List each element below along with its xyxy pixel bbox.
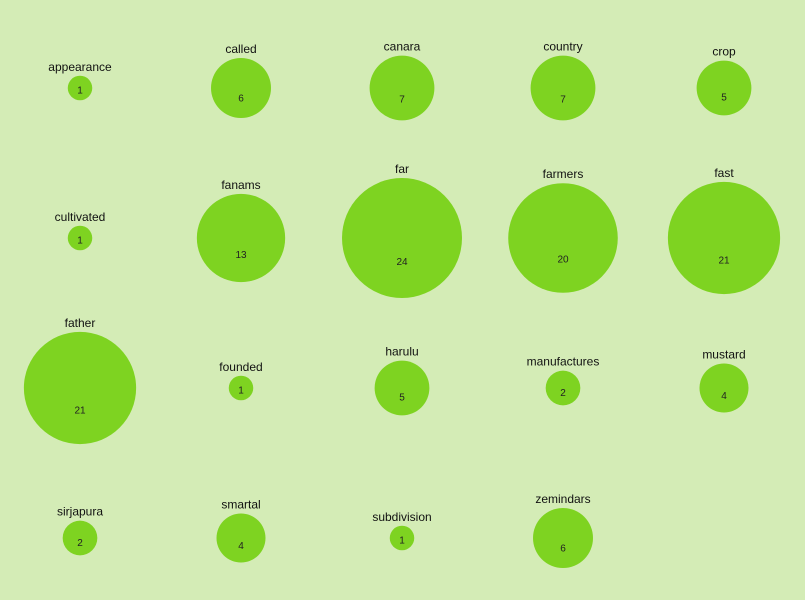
bubble-far: far 24: [342, 162, 462, 298]
bubble-word-label: father: [65, 316, 96, 330]
bubble-circle: [211, 58, 271, 118]
bubble-circle: [530, 55, 596, 121]
bubble-value-label: 21: [718, 255, 730, 266]
bubble-word-label: appearance: [48, 60, 112, 74]
bubble-circle: [228, 375, 254, 401]
bubble-circle: [389, 525, 415, 551]
bubble-value-label: 21: [74, 405, 86, 416]
bubble-smartal: smartal 4: [216, 498, 266, 563]
bubble-value-label: 5: [721, 92, 727, 103]
bubble-value-label: 5: [399, 392, 405, 403]
bubble-value-label: 4: [721, 391, 727, 402]
bubble-word-label: country: [543, 40, 582, 54]
bubble-fanams: fanams 13: [196, 178, 286, 283]
bubble-value-label: 2: [77, 538, 83, 549]
bubble-circle: [23, 331, 137, 445]
bubble-circle: [533, 508, 593, 568]
bubble-circle: [667, 181, 781, 295]
bubble-circle: [216, 513, 266, 563]
bubble-circle: [342, 178, 462, 298]
bubble-value-label: 1: [77, 236, 83, 247]
bubble-value-label: 7: [560, 95, 566, 106]
bubble-country: country 7: [530, 40, 596, 121]
bubble-circle: [369, 55, 435, 121]
bubble-circle: [67, 75, 93, 101]
bubble-word-label: zemindars: [535, 492, 590, 506]
bubble-value-label: 4: [238, 541, 244, 552]
bubble-word-label: fast: [714, 166, 734, 180]
bubble-word-label: subdivision: [372, 510, 431, 524]
bubble-value-label: 24: [396, 257, 408, 268]
bubble-manufactures: manufactures 2: [527, 355, 600, 406]
bubble-word-label: canara: [384, 40, 421, 54]
bubble-circle: [67, 225, 93, 251]
bubble-sirjapura: sirjapura 2: [57, 505, 103, 556]
bubble-circle: [62, 520, 98, 556]
bubble-cultivated: cultivated 1: [55, 210, 106, 251]
bubble-zemindars: zemindars 6: [533, 492, 593, 568]
bubble-value-label: 6: [238, 94, 244, 105]
bubble-founded: founded 1: [219, 360, 263, 401]
bubble-value-label: 1: [399, 536, 405, 547]
bubble-circle: [696, 60, 752, 116]
bubble-word-label: sirjapura: [57, 505, 103, 519]
bubble-appearance: appearance 1: [48, 60, 112, 101]
bubble-word-label: far: [395, 162, 409, 176]
bubble-value-label: 1: [238, 386, 244, 397]
bubble-harulu: harulu 5: [374, 345, 430, 416]
bubble-value-label: 13: [235, 250, 247, 261]
bubble-father: father 21: [23, 316, 137, 445]
bubble-subdivision: subdivision 1: [372, 510, 432, 551]
bubble-value-label: 20: [557, 255, 569, 266]
bubble-word-label: harulu: [385, 345, 418, 359]
bubble-value-label: 6: [560, 544, 566, 555]
bubble-circle: [508, 183, 618, 293]
bubble-farmers: farmers 20: [508, 167, 618, 293]
bubble-word-label: fanams: [221, 178, 260, 192]
bubble-circle: [545, 370, 581, 406]
bubble-word-label: smartal: [221, 498, 260, 512]
bubble-value-label: 1: [77, 86, 83, 97]
bubble-word-label: farmers: [543, 167, 584, 181]
bubble-word-label: mustard: [702, 348, 745, 362]
bubble-circle: [374, 360, 430, 416]
bubble-circle: [196, 193, 286, 283]
bubble-word-label: called: [225, 42, 256, 56]
bubble-word-label: crop: [712, 45, 736, 59]
bubble-crop: crop 5: [696, 45, 752, 116]
bubble-fast: fast 21: [667, 166, 781, 295]
bubble-canara: canara 7: [369, 40, 435, 121]
bubble-called: called 6: [211, 42, 271, 118]
bubble-word-label: manufactures: [527, 355, 600, 369]
bubble-value-label: 2: [560, 388, 566, 399]
bubble-circle: [699, 363, 749, 413]
bubble-word-label: founded: [219, 360, 262, 374]
bubble-value-label: 7: [399, 95, 405, 106]
bubble-mustard: mustard 4: [699, 348, 749, 413]
bubble-word-label: cultivated: [55, 210, 106, 224]
